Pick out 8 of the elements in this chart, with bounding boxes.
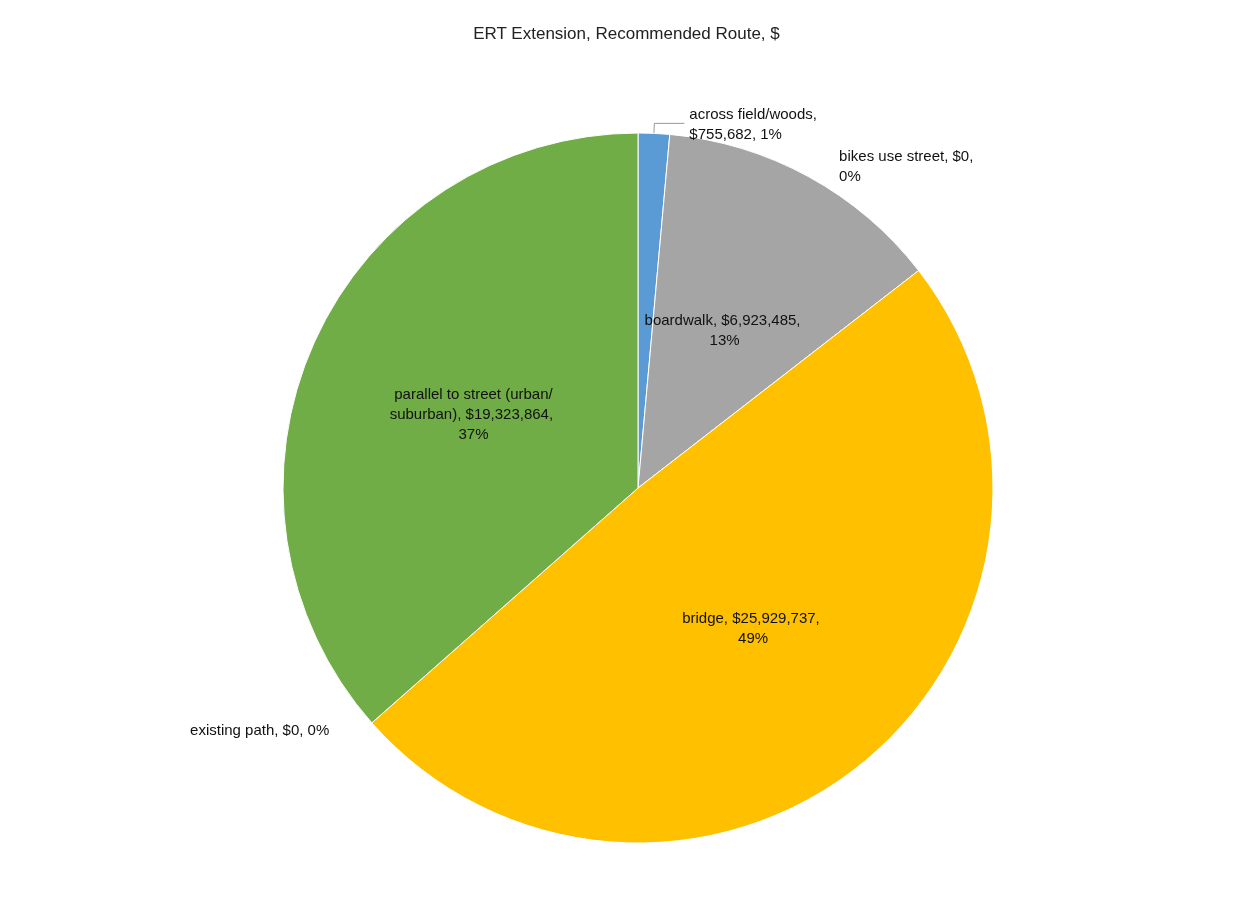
chart-title: ERT Extension, Recommended Route, $ — [473, 24, 781, 43]
category-label: existing path, $0, 0% — [190, 720, 330, 738]
slice-label: parallel to street (urban/suburban), $19,323,864, 37% — [389, 385, 558, 443]
slice-label: bridge, $25,929,737, 49% — [682, 608, 824, 646]
slice-label: across field/woods, $755,682, 1% — [689, 104, 822, 142]
slice-label: boardwalk, $6,923,485, 13% — [644, 311, 805, 349]
category-label: bikes use street, $0, — [839, 146, 974, 164]
text: 0% — [839, 166, 861, 184]
